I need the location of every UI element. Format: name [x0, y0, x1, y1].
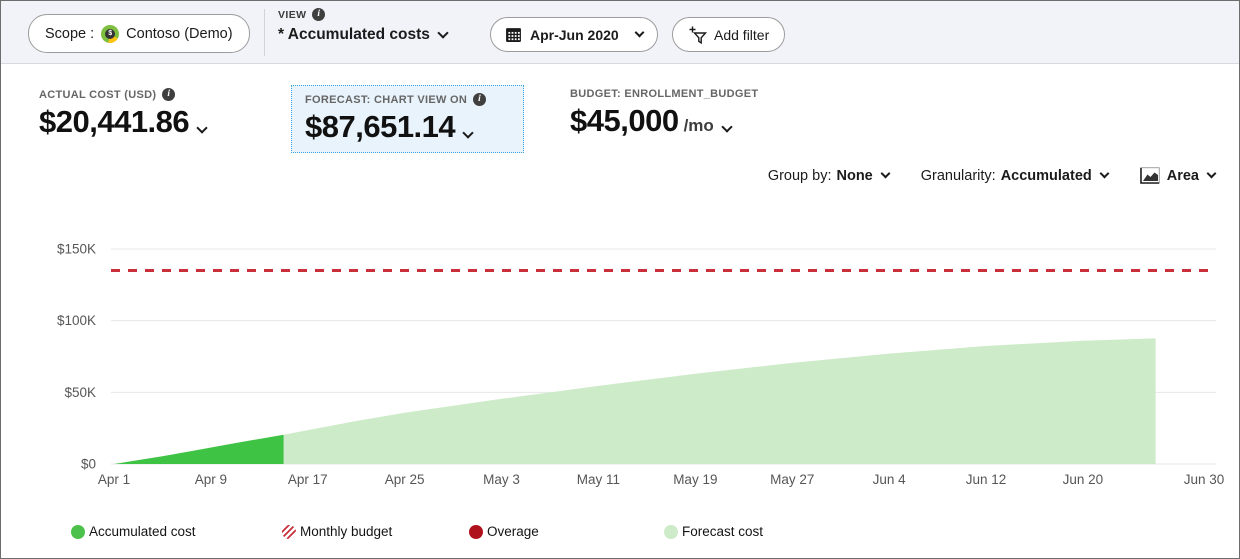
chevron-down-icon	[634, 27, 645, 38]
view-label: VIEW	[278, 8, 307, 21]
chart-type-value: Area	[1166, 167, 1199, 184]
subscription-icon	[101, 24, 120, 43]
budget-label: BUDGET: ENROLLMENT_BUDGET	[570, 88, 759, 100]
chevron-down-icon	[721, 121, 733, 133]
legend-item-overage[interactable]: Overage	[469, 524, 539, 539]
actual-cost-kpi: ACTUAL COST (USD) $20,441.86	[39, 88, 208, 140]
forecast-cost-kpi-card: FORECAST: CHART VIEW ON $87,651.14	[291, 85, 524, 153]
chart-legend: Accumulated cost Monthly budget Overage …	[1, 524, 1239, 544]
actual-cost-value: $20,441.86	[39, 104, 190, 139]
chevron-down-icon	[1206, 168, 1217, 179]
svg-text:Jun 20: Jun 20	[1063, 472, 1104, 487]
chart-controls: Group by: None Granularity: Accumulated …	[767, 167, 1217, 184]
group-by-value: None	[836, 167, 873, 184]
forecast-cost-swatch-icon	[664, 524, 678, 539]
chevron-down-icon	[437, 27, 449, 39]
topbar-divider	[264, 9, 265, 56]
info-icon[interactable]	[162, 88, 176, 101]
date-range-picker[interactable]: Apr-Jun 2020	[490, 17, 658, 52]
add-filter-label: Add filter	[714, 26, 770, 43]
legend-label: Forecast cost	[682, 524, 764, 539]
view-selector[interactable]: * Accumulated costs	[278, 26, 449, 44]
add-filter-button[interactable]: Add filter	[672, 17, 786, 52]
svg-text:May 27: May 27	[770, 472, 814, 487]
svg-text:$50K: $50K	[64, 385, 96, 400]
scope-value: Contoso (Demo)	[126, 25, 233, 42]
scope-label: Scope :	[45, 25, 95, 42]
view-value: * Accumulated costs	[278, 26, 430, 43]
svg-text:Apr 17: Apr 17	[288, 472, 328, 487]
budget-value: $45,000	[570, 103, 679, 138]
svg-text:May 19: May 19	[673, 472, 717, 487]
granularity-value: Accumulated	[1000, 167, 1092, 184]
granularity-label: Granularity:	[920, 167, 996, 184]
chevron-down-icon	[880, 168, 891, 179]
svg-text:$100K: $100K	[57, 313, 96, 328]
svg-text:$0: $0	[81, 457, 96, 472]
legend-item-forecast-cost[interactable]: Forecast cost	[664, 524, 763, 539]
cost-area-chart[interactable]: $0 $50K $100K $150K Apr 1 Apr 9 Apr 17 Apr 25 Ma…	[1, 231, 1240, 506]
chart-type-selector[interactable]: Area	[1139, 167, 1217, 184]
view-block: VIEW * Accumulated costs	[278, 8, 449, 44]
forecast-value-button[interactable]: $87,651.14	[305, 109, 510, 145]
granularity-selector[interactable]: Granularity: Accumulated	[920, 167, 1110, 184]
legend-item-monthly-budget[interactable]: Monthly budget	[282, 524, 392, 539]
area-chart-icon	[1139, 167, 1160, 184]
legend-label: Overage	[487, 524, 539, 539]
group-by-selector[interactable]: Group by: None	[767, 167, 891, 184]
budget-suffix: /mo	[683, 116, 714, 135]
actual-cost-value-button[interactable]: $20,441.86	[39, 104, 208, 140]
forecast-label: FORECAST: CHART VIEW ON	[305, 93, 468, 106]
svg-text:Jun 30: Jun 30	[1184, 472, 1225, 487]
add-filter-icon	[689, 26, 708, 44]
budget-kpi: BUDGET: ENROLLMENT_BUDGET $45,000 /mo	[570, 88, 758, 139]
accumulated-cost-swatch-icon	[71, 524, 85, 539]
info-icon[interactable]	[473, 93, 487, 106]
info-icon[interactable]	[312, 8, 326, 21]
svg-text:Jun 4: Jun 4	[873, 472, 907, 487]
legend-item-accumulated-cost[interactable]: Accumulated cost	[71, 524, 196, 539]
monthly-budget-hatch-icon	[282, 524, 296, 539]
chevron-down-icon	[462, 127, 474, 139]
actual-cost-label: ACTUAL COST (USD)	[39, 88, 157, 101]
svg-text:Apr 25: Apr 25	[385, 472, 425, 487]
calendar-icon	[506, 28, 521, 42]
chevron-down-icon	[1099, 168, 1110, 179]
svg-text:$150K: $150K	[57, 242, 96, 257]
topbar: Scope : Contoso (Demo) VIEW * Accumulate…	[1, 1, 1239, 64]
svg-text:Apr 9: Apr 9	[195, 472, 227, 487]
date-range-value: Apr-Jun 2020	[530, 26, 619, 43]
svg-text:Apr 1: Apr 1	[98, 472, 130, 487]
svg-text:May 3: May 3	[483, 472, 520, 487]
chevron-down-icon	[196, 122, 208, 134]
svg-text:Jun 12: Jun 12	[966, 472, 1007, 487]
group-by-label: Group by:	[767, 167, 832, 184]
budget-value-button[interactable]: $45,000 /mo	[570, 103, 758, 139]
overage-swatch-icon	[469, 524, 483, 539]
scope-pill[interactable]: Scope : Contoso (Demo)	[28, 14, 250, 53]
forecast-value: $87,651.14	[305, 109, 456, 144]
legend-label: Monthly budget	[300, 524, 393, 539]
svg-text:May 11: May 11	[577, 472, 620, 487]
legend-label: Accumulated cost	[89, 524, 196, 539]
